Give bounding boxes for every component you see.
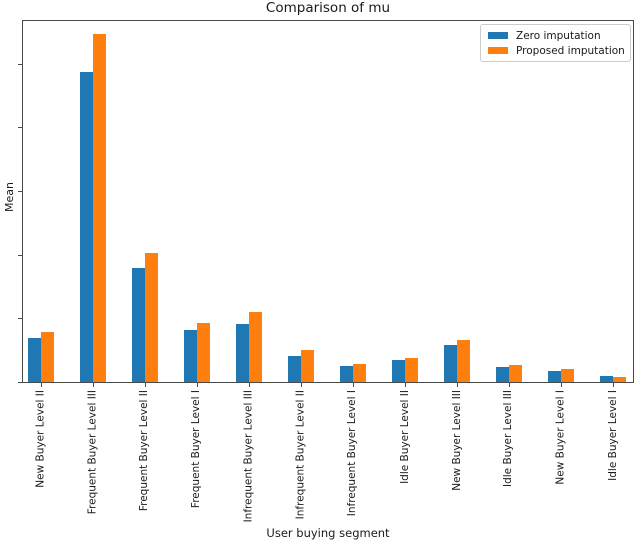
bar-zero-imputation-6 <box>288 356 301 382</box>
legend: Zero imputation Proposed imputation <box>480 24 631 62</box>
x-tick-label-2: Frequent Buyer Level III <box>86 390 99 515</box>
bar-proposed-imputation-11 <box>561 369 574 382</box>
bar-zero-imputation-5 <box>236 324 249 382</box>
bar-proposed-imputation-2 <box>93 34 106 382</box>
x-tick-12 <box>613 383 614 387</box>
bar-proposed-imputation-5 <box>249 312 262 382</box>
bar-zero-imputation-1 <box>28 338 41 382</box>
bar-proposed-imputation-4 <box>197 323 210 382</box>
y-tick-5 <box>18 64 22 65</box>
x-tick-9 <box>457 383 458 387</box>
x-tick-2 <box>93 383 94 387</box>
chart-title: Comparison of mu <box>265 0 391 16</box>
bar-proposed-imputation-12 <box>613 377 626 382</box>
x-tick-label-6: Infrequent Buyer Level II <box>294 390 307 520</box>
bar-zero-imputation-7 <box>340 366 353 382</box>
bar-proposed-imputation-10 <box>509 365 522 382</box>
legend-swatch-zero-imputation-icon <box>488 32 508 39</box>
x-tick-7 <box>353 383 354 387</box>
bar-zero-imputation-2 <box>80 72 93 382</box>
y-tick-0 <box>18 382 22 383</box>
bar-proposed-imputation-1 <box>41 332 54 382</box>
x-tick-10 <box>509 383 510 387</box>
x-tick-3 <box>145 383 146 387</box>
legend-item-proposed-imputation: Proposed imputation <box>488 44 625 57</box>
x-tick-label-3: Frequent Buyer Level II <box>138 390 151 512</box>
x-tick-5 <box>249 383 250 387</box>
bar-zero-imputation-11 <box>548 371 561 382</box>
x-tick-label-7: Infrequent Buyer Level I <box>346 390 359 517</box>
x-tick-label-9: New Buyer Level III <box>450 390 463 491</box>
y-tick-3 <box>18 191 22 192</box>
bar-zero-imputation-10 <box>496 367 509 382</box>
y-tick-4 <box>18 127 22 128</box>
y-tick-1 <box>18 318 22 319</box>
bar-proposed-imputation-7 <box>353 364 366 382</box>
bar-proposed-imputation-6 <box>301 350 314 382</box>
x-tick-label-10: Idle Buyer Level III <box>502 390 515 488</box>
bar-zero-imputation-3 <box>132 268 145 382</box>
legend-label-proposed-imputation: Proposed imputation <box>516 44 625 57</box>
x-tick-label-5: Infrequent Buyer Level III <box>242 390 255 523</box>
bar-zero-imputation-4 <box>184 330 197 382</box>
bar-proposed-imputation-8 <box>405 358 418 382</box>
y-axis-label: Mean <box>3 182 16 212</box>
x-tick-8 <box>405 383 406 387</box>
bar-zero-imputation-12 <box>600 376 613 382</box>
bar-zero-imputation-9 <box>444 345 457 382</box>
bar-proposed-imputation-9 <box>457 340 470 382</box>
plot-area <box>22 20 634 383</box>
x-tick-label-12: Idle Buyer Level I <box>606 390 619 481</box>
legend-label-zero-imputation: Zero imputation <box>516 29 601 42</box>
x-tick-11 <box>561 383 562 387</box>
legend-item-zero-imputation: Zero imputation <box>488 29 623 42</box>
bar-zero-imputation-8 <box>392 360 405 382</box>
x-tick-label-4: Frequent Buyer Level I <box>190 390 203 509</box>
y-tick-2 <box>18 255 22 256</box>
bar-proposed-imputation-3 <box>145 253 158 382</box>
x-tick-label-1: New Buyer Level II <box>34 390 47 488</box>
x-tick-6 <box>301 383 302 387</box>
x-tick-1 <box>41 383 42 387</box>
legend-swatch-proposed-imputation-icon <box>488 47 508 54</box>
x-tick-4 <box>197 383 198 387</box>
x-tick-label-8: Idle Buyer Level II <box>398 390 411 484</box>
x-axis-label: User buying segment <box>266 526 390 540</box>
x-tick-label-11: New Buyer Level I <box>554 390 567 485</box>
